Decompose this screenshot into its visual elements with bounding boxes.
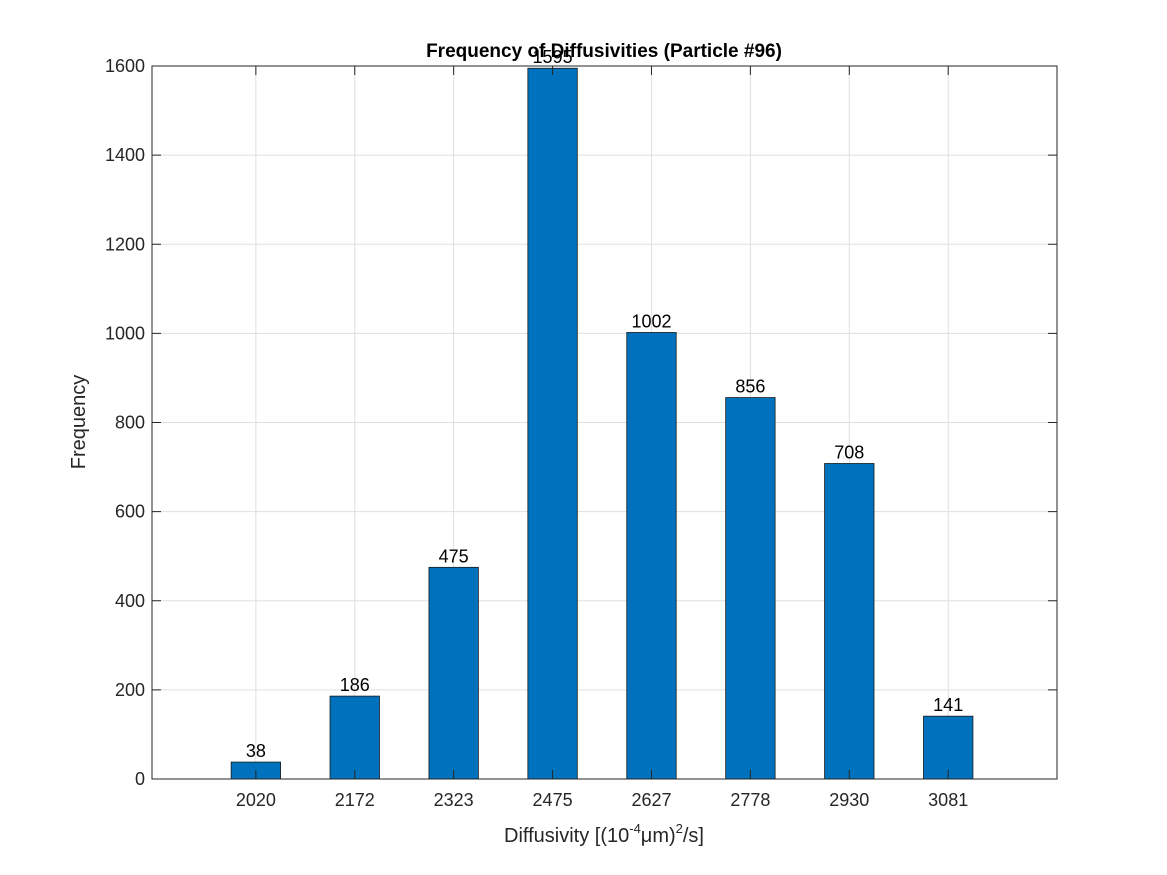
y-tick-labels: 0 200 400 600 800 1000 1200 1400 1600 xyxy=(105,56,145,789)
bar xyxy=(725,397,776,780)
y-tick-label: 800 xyxy=(115,413,145,433)
x-tick-label: 2020 xyxy=(236,790,276,810)
y-tick-label: 600 xyxy=(115,502,145,522)
bar xyxy=(527,67,578,780)
x-axis-label: Diffusivity [(10-4μm)2/s] xyxy=(504,821,704,847)
plot-frame xyxy=(151,65,1058,780)
y-axis-label: Frequency xyxy=(68,375,90,470)
data-label: 856 xyxy=(735,377,765,397)
bar xyxy=(428,566,479,780)
x-tick-label: 2627 xyxy=(631,790,671,810)
data-label: 38 xyxy=(246,741,266,761)
data-labels: 38 186 475 1595 1002 856 708 141 xyxy=(246,47,963,761)
data-label: 186 xyxy=(340,675,370,695)
data-label: 708 xyxy=(834,442,864,462)
axis-ticks xyxy=(152,65,1057,780)
y-tick-label: 1000 xyxy=(105,323,145,343)
x-tick-label: 3081 xyxy=(928,790,968,810)
data-label: 1595 xyxy=(533,47,573,67)
x-axis-label-sup1: -4 xyxy=(629,821,641,836)
data-label: 475 xyxy=(439,546,469,566)
x-axis-label-part3: /s] xyxy=(683,825,704,847)
y-tick-label: 200 xyxy=(115,680,145,700)
y-tick-label: 0 xyxy=(135,769,145,789)
data-label: 1002 xyxy=(631,311,671,331)
y-tick-label: 1200 xyxy=(105,234,145,254)
x-tick-label: 2172 xyxy=(335,790,375,810)
bar xyxy=(626,332,677,780)
bar xyxy=(329,695,380,780)
y-tick-label: 400 xyxy=(115,591,145,611)
bar xyxy=(923,715,974,780)
x-axis-label-part1: Diffusivity [(10 xyxy=(504,825,629,847)
bar xyxy=(824,463,875,780)
data-label: 141 xyxy=(933,695,963,715)
x-tick-label: 2323 xyxy=(434,790,474,810)
y-tick-label: 1600 xyxy=(105,56,145,76)
x-axis-label-sup2: 2 xyxy=(676,821,683,836)
y-tick-label: 1400 xyxy=(105,145,145,165)
x-tick-label: 2778 xyxy=(730,790,770,810)
x-tick-labels: 2020 2172 2323 2475 2627 2778 2930 3081 xyxy=(236,790,968,810)
x-tick-label: 2475 xyxy=(533,790,573,810)
chart-title: Frequency of Diffusivities (Particle #96… xyxy=(426,41,782,62)
x-tick-label: 2930 xyxy=(829,790,869,810)
bars xyxy=(230,67,974,780)
x-axis-label-part2: μm) xyxy=(641,825,676,847)
